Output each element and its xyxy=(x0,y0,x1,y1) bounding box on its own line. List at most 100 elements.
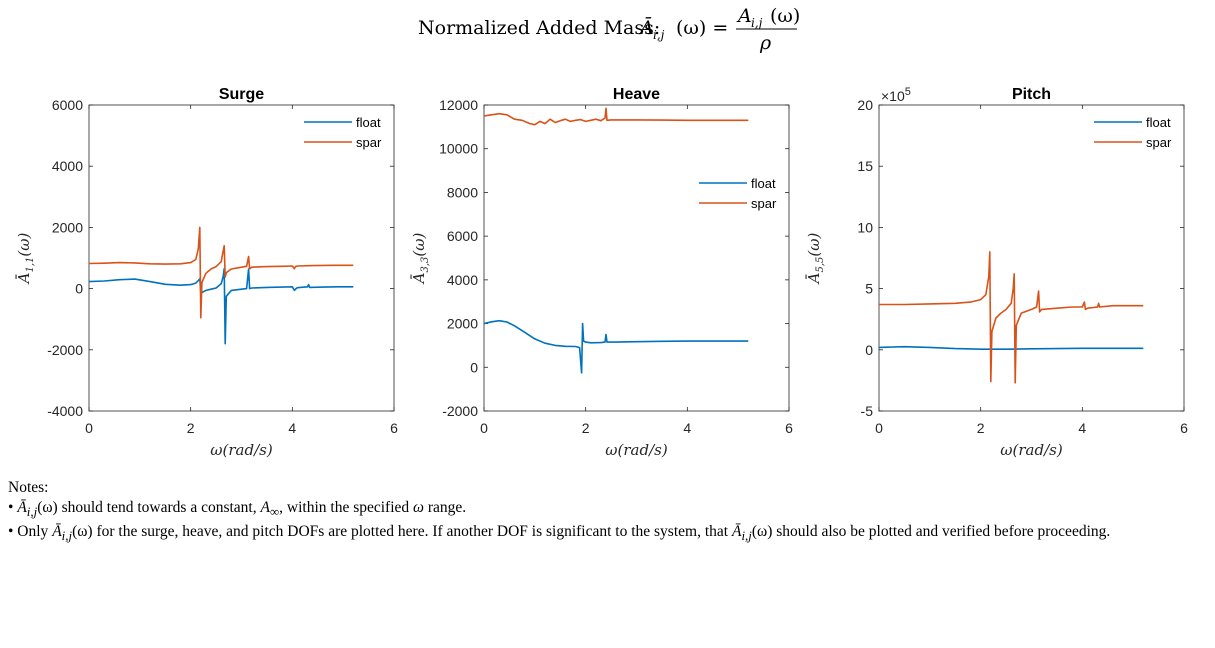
plot-area xyxy=(88,104,395,412)
suptitle-numerator-arg: (ω) xyxy=(770,5,800,27)
series-line-float xyxy=(89,267,354,345)
x-tick-label: 4 xyxy=(683,420,691,436)
y-tick-label: 4000 xyxy=(447,272,478,288)
y-axis-label: Ā3,3(ω) xyxy=(410,233,431,286)
y-label-symbol: Ā xyxy=(805,272,823,285)
y-tick-label: 0 xyxy=(865,342,873,358)
figure-suptitle: Normalized Added Mass: Ā i,j (ω) = A i,j… xyxy=(418,5,800,54)
legend-label-spar: spar xyxy=(751,196,777,211)
plot-area xyxy=(878,104,1185,412)
y-exponent-label: ×105 xyxy=(881,86,911,104)
y-label-argument: (ω) xyxy=(805,233,823,257)
plot-area xyxy=(483,104,790,412)
legend: float spar xyxy=(699,176,777,211)
math-subscript: i,j xyxy=(741,528,752,544)
y-axis-label: Ā5,5(ω) xyxy=(805,233,826,286)
figure: Normalized Added Mass: Ā i,j (ω) = A i,j… xyxy=(15,5,1188,459)
notes-text: should tend towards a constant, xyxy=(57,499,261,516)
math-subscript: i,j xyxy=(26,504,38,520)
y-tick-label: 0 xyxy=(470,359,478,375)
y-label-argument: (ω) xyxy=(15,233,33,257)
math-symbol: A xyxy=(260,499,270,516)
x-tick-label: 6 xyxy=(1180,420,1188,436)
legend-label-float: float xyxy=(1146,115,1171,130)
suptitle-denominator: ρ xyxy=(759,32,772,54)
series-line-spar xyxy=(879,251,1144,384)
x-axis-label: ω(rad/s) xyxy=(605,441,668,459)
x-tick-label: 4 xyxy=(1078,420,1086,436)
y-label-subscript: 1,1 xyxy=(25,257,36,273)
notes-text: range. xyxy=(423,499,467,516)
legend-label-float: float xyxy=(356,115,381,130)
notes-text: for the surge, heave, and pitch DOFs are… xyxy=(92,523,732,541)
notes-heading: Notes: xyxy=(8,479,49,496)
y-tick-label: -2000 xyxy=(442,403,478,419)
y-label-subscript: 3,3 xyxy=(420,257,431,273)
y-tick-label: 0 xyxy=(75,281,83,297)
y-label-argument: (ω) xyxy=(410,233,428,257)
x-tick-label: 0 xyxy=(480,420,488,436)
y-tick-label: 20 xyxy=(857,97,873,113)
y-tick-label: 6000 xyxy=(447,228,478,244)
math-symbol: Ā xyxy=(52,523,62,541)
y-tick-label: 2000 xyxy=(52,219,83,235)
math-argument: (ω) xyxy=(37,499,58,516)
y-tick-label: 2000 xyxy=(447,316,478,332)
x-axis-label: ω(rad/s) xyxy=(210,441,273,459)
y-tick-label: 10000 xyxy=(439,141,478,157)
y-label-subscript: 5,5 xyxy=(815,257,826,273)
y-tick-label: -4000 xyxy=(47,403,83,419)
suptitle-lhs-arg: (ω) = xyxy=(676,17,728,39)
legend: float spar xyxy=(304,115,382,150)
y-tick-label: 6000 xyxy=(52,97,83,113)
y-tick-label: 4000 xyxy=(52,158,83,174)
y-label-symbol: Ā xyxy=(15,272,33,285)
series-line-spar xyxy=(89,226,354,319)
legend: float spar xyxy=(1094,115,1172,150)
series-line-spar xyxy=(484,107,749,126)
y-axis-label: Ā1,1(ω) xyxy=(15,233,36,286)
y-exponent-power: 5 xyxy=(905,86,911,98)
math-subscript: i,j xyxy=(61,528,73,544)
series-line-float xyxy=(484,319,749,374)
notes-text: • Only xyxy=(8,523,53,541)
suptitle-numerator-sub: i,j xyxy=(751,16,763,30)
math-symbol: ω xyxy=(413,499,424,516)
suptitle-numerator: A xyxy=(736,5,752,27)
math-subscript: ∞ xyxy=(269,504,280,520)
chart-title: Surge xyxy=(219,86,264,103)
x-tick-label: 0 xyxy=(85,420,93,436)
x-tick-label: 2 xyxy=(582,420,590,436)
y-tick-label: -5 xyxy=(861,403,874,419)
x-tick-label: 4 xyxy=(288,420,296,436)
notes-text: , within the specified xyxy=(279,499,414,516)
series-line-float xyxy=(879,345,1144,351)
series-group xyxy=(484,107,749,374)
legend-label-spar: spar xyxy=(356,135,382,150)
chart-title: Heave xyxy=(613,86,660,103)
math-symbol: Ā xyxy=(17,499,27,516)
x-tick-label: 0 xyxy=(875,420,883,436)
x-tick-label: 6 xyxy=(390,420,398,436)
notes-item-1: • Āi,j(ω) should tend towards a constant… xyxy=(8,498,1198,522)
y-tick-label: 5 xyxy=(865,281,873,297)
y-tick-label: 8000 xyxy=(447,184,478,200)
notes-text: should also be plotted and verified befo… xyxy=(772,523,1111,541)
notes-item-2: • Only Āi,j(ω) for the surge, heave, and… xyxy=(8,522,1198,546)
bullet: • xyxy=(8,499,18,516)
series-group xyxy=(89,226,354,345)
suptitle-prefix: Normalized Added Mass: xyxy=(418,17,660,39)
x-tick-label: 6 xyxy=(785,420,793,436)
x-tick-label: 2 xyxy=(977,420,985,436)
x-tick-label: 2 xyxy=(187,420,195,436)
y-tick-label: 12000 xyxy=(439,97,478,113)
chart-surge: 0 2 4 6 -4000 -2000 0 2000 4000 6000 Surge ω(rad/s)… xyxy=(15,86,398,459)
series-group xyxy=(879,251,1144,384)
y-label-symbol: Ā xyxy=(410,272,428,285)
suptitle-lhs-sub: i,j xyxy=(653,28,665,42)
legend-label-float: float xyxy=(751,176,776,191)
y-tick-label: 10 xyxy=(857,219,873,235)
x-axis-label: ω(rad/s) xyxy=(1000,441,1063,459)
suptitle-lhs: Ā xyxy=(638,16,654,39)
